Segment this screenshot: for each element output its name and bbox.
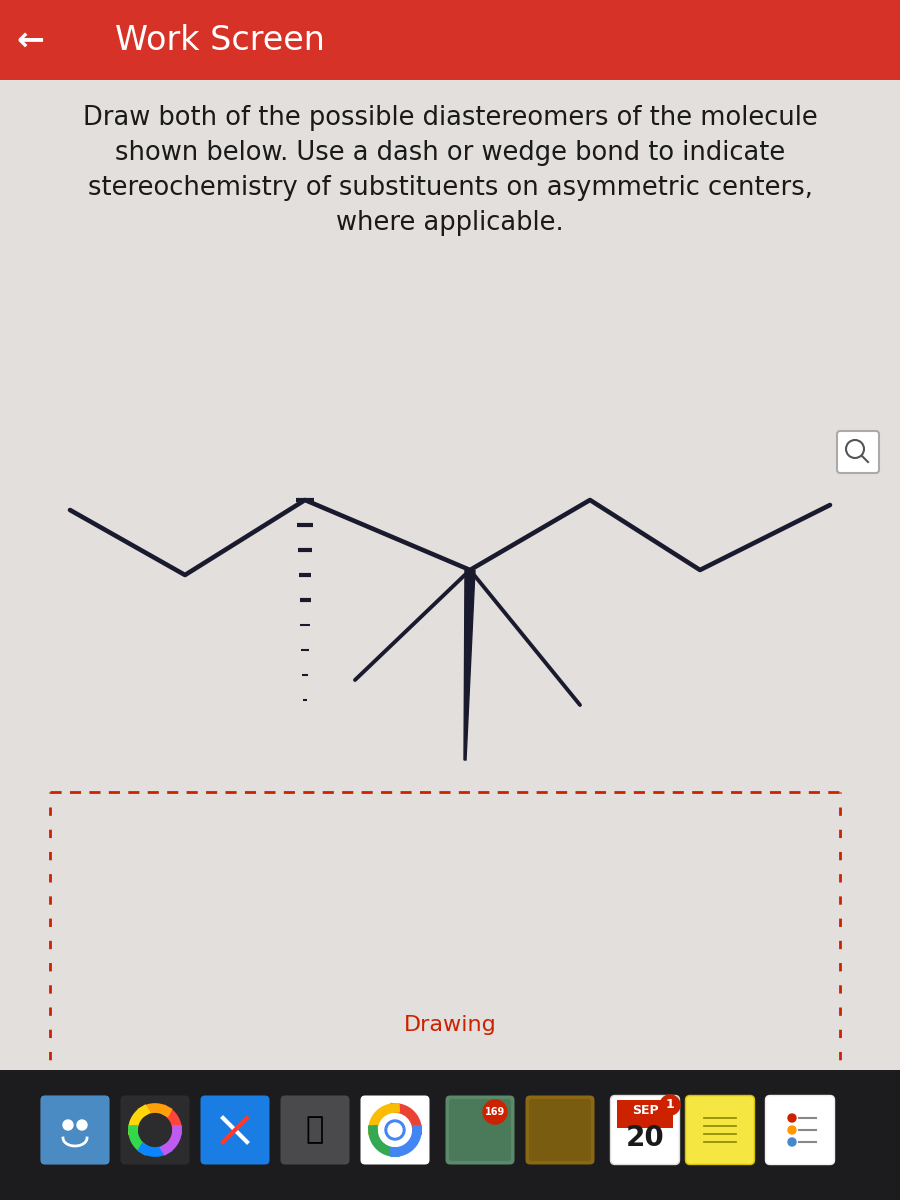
Circle shape: [63, 1120, 73, 1130]
Text: ←: ←: [16, 24, 44, 56]
FancyBboxPatch shape: [41, 1096, 109, 1164]
FancyBboxPatch shape: [529, 1099, 591, 1162]
Text: Drawing: Drawing: [403, 1015, 497, 1034]
Circle shape: [213, 1108, 257, 1152]
Polygon shape: [464, 570, 475, 760]
Text: Work Screen: Work Screen: [115, 24, 325, 56]
Circle shape: [483, 1100, 507, 1124]
Text: 169: 169: [485, 1106, 505, 1117]
FancyBboxPatch shape: [40, 1096, 110, 1164]
Circle shape: [788, 1126, 796, 1134]
Text: 🚀: 🚀: [306, 1116, 324, 1145]
FancyBboxPatch shape: [766, 1096, 834, 1164]
Circle shape: [788, 1138, 796, 1146]
Text: 20: 20: [626, 1124, 664, 1152]
Bar: [0, 1070, 900, 1200]
FancyBboxPatch shape: [201, 1096, 269, 1164]
FancyBboxPatch shape: [610, 1096, 680, 1164]
Text: Draw both of the possible diastereomers of the molecule
shown below. Use a dash : Draw both of the possible diastereomers …: [83, 104, 817, 236]
FancyBboxPatch shape: [121, 1096, 190, 1164]
FancyBboxPatch shape: [446, 1096, 515, 1164]
Text: 1: 1: [666, 1098, 674, 1111]
Circle shape: [660, 1094, 680, 1115]
FancyBboxPatch shape: [449, 1099, 511, 1162]
Circle shape: [77, 1120, 87, 1130]
Bar: [0, 0, 900, 80]
FancyBboxPatch shape: [281, 1096, 349, 1164]
FancyBboxPatch shape: [837, 431, 879, 473]
Circle shape: [385, 1120, 405, 1140]
Circle shape: [373, 1108, 417, 1152]
Bar: [617, 1100, 673, 1128]
Circle shape: [388, 1123, 402, 1138]
Text: SEP: SEP: [632, 1104, 658, 1117]
FancyBboxPatch shape: [686, 1096, 754, 1164]
FancyBboxPatch shape: [526, 1096, 595, 1164]
FancyBboxPatch shape: [361, 1096, 429, 1164]
Circle shape: [788, 1114, 796, 1122]
